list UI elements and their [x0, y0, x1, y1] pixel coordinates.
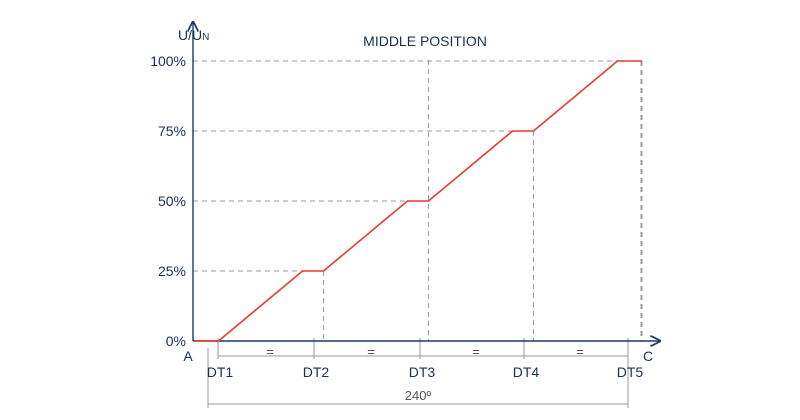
equal-mark: =	[266, 344, 274, 359]
x-end-label: C	[643, 348, 653, 364]
equal-mark: =	[576, 344, 584, 359]
y-tick-label: 0%	[166, 333, 186, 349]
chart-title: MIDDLE POSITION	[363, 33, 487, 49]
x-start-label: A	[183, 348, 193, 364]
dt-label: DT4	[513, 364, 540, 380]
y-axis-label: U/UN	[178, 27, 209, 43]
y-tick-labels: 0% 25% 50% 75% 100%	[150, 53, 186, 349]
y-axis-label-main: U/U	[178, 27, 202, 43]
series-line	[194, 60, 642, 342]
equal-mark: =	[367, 344, 375, 359]
y-tick-label: 50%	[158, 193, 186, 209]
dt-label: DT2	[303, 364, 330, 380]
dt-label: DT5	[617, 364, 644, 380]
span-label: 240º	[405, 388, 432, 403]
equal-marks: = = = =	[266, 344, 584, 359]
y-tick-label: 75%	[158, 123, 186, 139]
equal-mark: =	[472, 344, 480, 359]
grid-lines	[193, 60, 643, 341]
y-tick-label: 100%	[150, 53, 186, 69]
dt-labels: DT1 DT2 DT3 DT4 DT5	[207, 364, 644, 380]
y-axis-label-sub: N	[202, 32, 209, 43]
y-tick-label: 25%	[158, 263, 186, 279]
dt-label: DT1	[207, 364, 234, 380]
dt-label: DT3	[409, 364, 436, 380]
dimension-lines	[207, 338, 629, 408]
